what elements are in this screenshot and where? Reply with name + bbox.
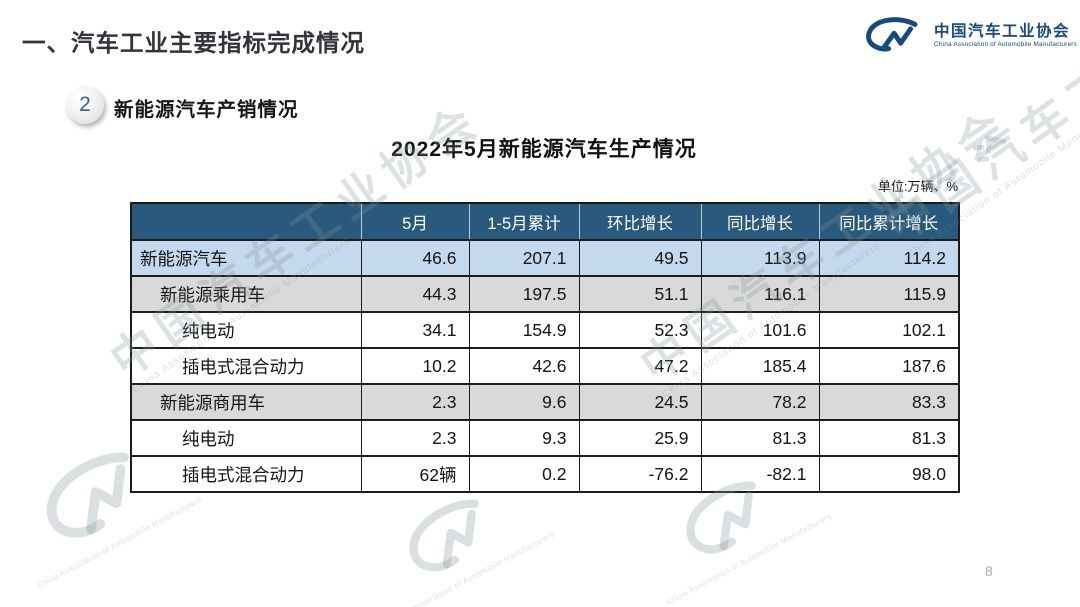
cell-value: 101.6 xyxy=(700,311,820,349)
cell-value: 81.3 xyxy=(700,419,820,457)
table-row: 新能源商用车 2.3 9.6 24.5 78.2 83.3 xyxy=(130,383,960,421)
cell-value: 78.2 xyxy=(700,383,820,421)
section-title: 新能源汽车产销情况 xyxy=(114,99,299,121)
cell-value: 47.2 xyxy=(578,347,702,385)
row-label: 插电式混合动力 xyxy=(130,455,362,493)
cell-value: 42.6 xyxy=(468,347,580,385)
row-label: 新能源汽车 xyxy=(130,239,362,277)
row-label: 纯电动 xyxy=(130,311,362,349)
caam-logo-mark-icon xyxy=(860,16,926,56)
column-header: 同比增长 xyxy=(700,202,820,241)
cell-value: 98.0 xyxy=(818,455,960,493)
page-number: 8 xyxy=(985,563,993,579)
page-title: 一、汽车工业主要指标完成情况 xyxy=(22,30,365,56)
table-row: 新能源乘用车 44.3 197.5 51.1 116.1 115.9 xyxy=(130,275,960,313)
cell-value: 185.4 xyxy=(700,347,820,385)
table-row: 纯电动 2.3 9.3 25.9 81.3 81.3 xyxy=(130,419,960,457)
cell-value: 2.3 xyxy=(360,383,470,421)
table-title: 2022年5月新能源汽车生产情况 xyxy=(391,138,697,161)
cell-value: 187.6 xyxy=(818,347,960,385)
row-label: 插电式混合动力 xyxy=(130,347,362,385)
column-header: 5月 xyxy=(360,202,470,241)
table-row: 插电式混合动力 10.2 42.6 47.2 185.4 187.6 xyxy=(130,347,960,385)
row-label: 新能源商用车 xyxy=(130,383,362,421)
cell-value: 2.3 xyxy=(360,419,470,457)
column-header: 1-5月累计 xyxy=(468,202,580,241)
cell-value: 9.6 xyxy=(468,383,580,421)
cell-value: 83.3 xyxy=(818,383,960,421)
cell-value: 102.1 xyxy=(818,311,960,349)
cell-value: 116.1 xyxy=(700,275,820,313)
cell-value: 44.3 xyxy=(360,275,470,313)
table-row: 新能源汽车 46.6 207.1 49.5 113.9 114.2 xyxy=(130,239,960,277)
cell-value: 81.3 xyxy=(818,419,960,457)
cell-value: 62辆 xyxy=(360,455,470,493)
caam-logo-name-cn: 中国汽车工业协会 xyxy=(934,23,1071,41)
cell-value: 197.5 xyxy=(468,275,580,313)
column-header: 环比增长 xyxy=(578,202,702,241)
production-table: 5月 1-5月累计 环比增长 同比增长 同比累计增长 新能源汽车 46.6 20… xyxy=(130,202,960,493)
cell-value: 25.9 xyxy=(578,419,702,457)
cell-value: 34.1 xyxy=(360,311,470,349)
unit-note: 单位:万辆、% xyxy=(877,179,958,194)
cell-value: 52.3 xyxy=(578,311,702,349)
caam-logo-name-en: China Association of Automobile Manufact… xyxy=(934,41,1077,49)
row-label: 纯电动 xyxy=(130,419,362,457)
cell-value: 9.3 xyxy=(468,419,580,457)
cell-value: 115.9 xyxy=(818,275,960,313)
cell-value: 207.1 xyxy=(468,239,580,277)
cell-value: 24.5 xyxy=(578,383,702,421)
caam-logo: 中国汽车工业协会 China Association of Automobile… xyxy=(860,16,1077,56)
cell-value: 49.5 xyxy=(578,239,702,277)
cell-value: 114.2 xyxy=(818,239,960,277)
table-row: 纯电动 34.1 154.9 52.3 101.6 102.1 xyxy=(130,311,960,349)
cell-value: 51.1 xyxy=(578,275,702,313)
cell-value: 10.2 xyxy=(360,347,470,385)
table-row: 插电式混合动力 62辆 0.2 -76.2 -82.1 98.0 xyxy=(130,455,960,493)
cell-value: -76.2 xyxy=(578,455,702,493)
column-header: 同比累计增长 xyxy=(818,202,960,241)
table-header-row: 5月 1-5月累计 环比增长 同比增长 同比累计增长 xyxy=(130,202,960,241)
cell-value: 0.2 xyxy=(468,455,580,493)
row-label: 新能源乘用车 xyxy=(130,275,362,313)
caam-logo-text: 中国汽车工业协会 China Association of Automobile… xyxy=(934,23,1077,48)
cell-value: 154.9 xyxy=(468,311,580,349)
column-header xyxy=(130,202,362,241)
cell-value: 46.6 xyxy=(360,239,470,277)
section-number-badge: 2 xyxy=(66,86,104,124)
cell-value: -82.1 xyxy=(700,455,820,493)
cell-value: 113.9 xyxy=(700,239,820,277)
